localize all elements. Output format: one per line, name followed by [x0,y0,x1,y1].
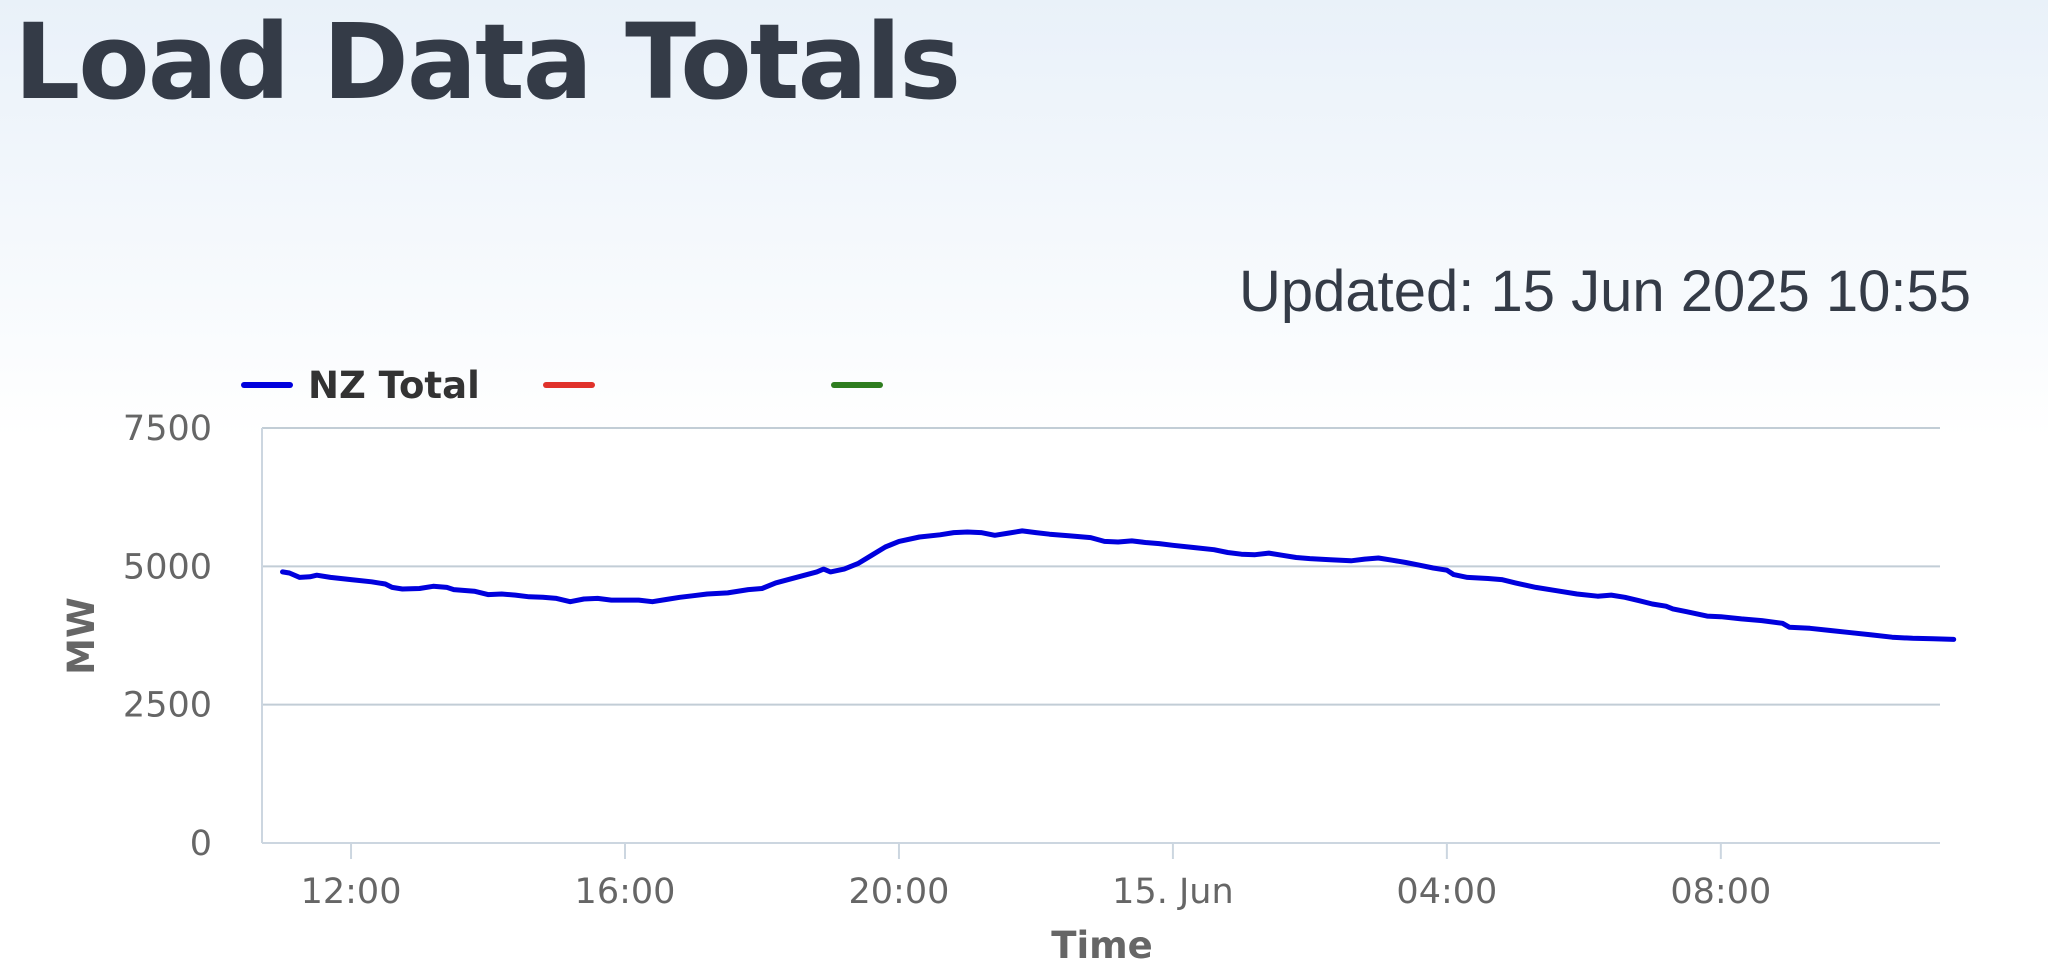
y-axis-labels: 0 2500 5000 7500 [123,409,212,864]
x-tick-label-4: 04:00 [1396,872,1497,912]
grid-lines [262,427,1940,706]
legend-item-nz-total[interactable]: NZ Total [241,364,480,407]
series-lines [280,528,1957,642]
y-axis-title: MW [60,597,103,675]
y-tick-label-0: 0 [190,824,212,864]
x-tick-label-1: 16:00 [575,872,676,912]
x-tick-label-0: 12:00 [301,872,402,912]
x-tick-label-2: 20:00 [849,872,950,912]
legend: NZ Total [241,364,883,407]
updated-timestamp: Updated: 15 Jun 2025 10:55 [1238,259,1971,324]
y-tick-label-5000: 5000 [123,547,212,587]
x-tick-label-5: 08:00 [1670,872,1771,912]
legend-label-nz-total: NZ Total [308,364,480,407]
x-tick-label-3: 15. Jun [1112,872,1233,912]
page-title: Load Data Totals [14,1,961,123]
x-axis-title: Time [1051,924,1153,967]
series-line-nz-total[interactable] [280,528,1957,642]
y-tick-label-2500: 2500 [123,686,212,726]
x-axis-ticks: 12:00 16:00 20:00 15. Jun 04:00 08:00 [301,843,1771,912]
y-tick-label-7500: 7500 [123,409,212,449]
